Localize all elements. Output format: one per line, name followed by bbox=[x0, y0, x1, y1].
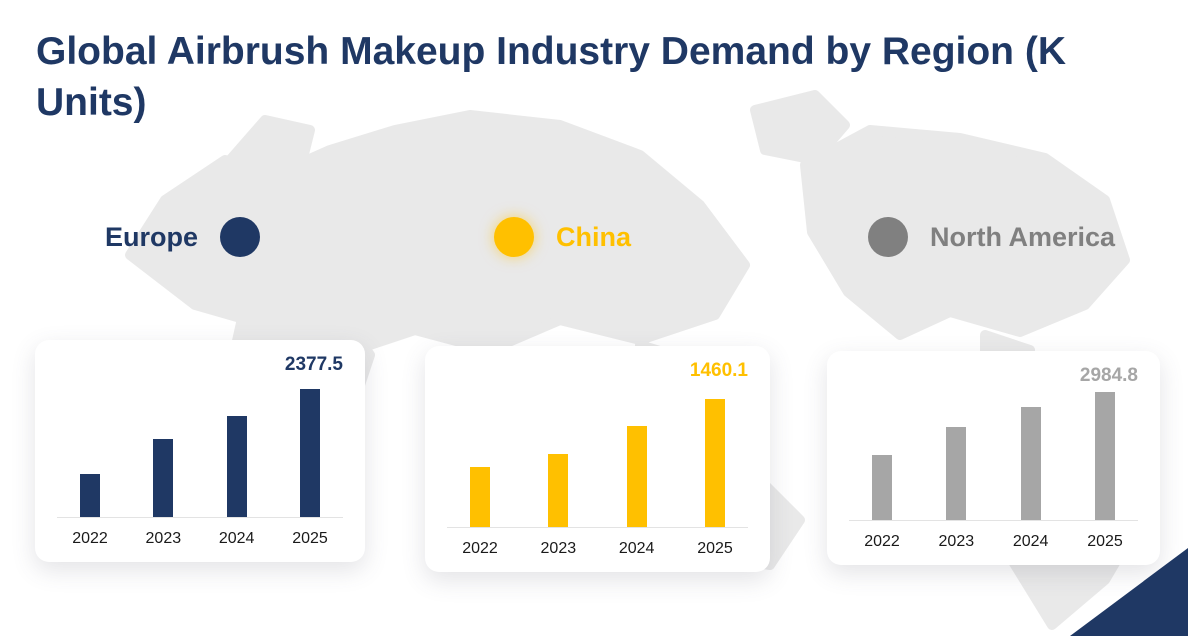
tick-label: 2025 bbox=[1087, 533, 1123, 550]
legend-label-china: China bbox=[556, 221, 632, 252]
chart-card-europe: 2377.5 2022 2023 2024 2025 bbox=[35, 340, 365, 562]
tick-label: 2024 bbox=[1012, 533, 1049, 550]
bar-north-america-2023 bbox=[946, 427, 967, 520]
bar-europe-2025 bbox=[299, 389, 320, 517]
plot-area-north-america bbox=[849, 379, 1138, 521]
x-axis-china: 2022 2023 2024 2025 bbox=[447, 540, 748, 558]
bar-europe-2023 bbox=[153, 439, 174, 517]
bar-china-2022 bbox=[470, 467, 490, 527]
bar-europe-2024 bbox=[226, 416, 247, 517]
bar-china-2023 bbox=[548, 454, 569, 527]
bar-china-2025 bbox=[704, 399, 725, 527]
data-label-north-america-2025: 2984.8 bbox=[1079, 365, 1138, 386]
bar-north-america-2022 bbox=[872, 455, 892, 520]
tick-label: 2024 bbox=[218, 530, 255, 547]
tick-label: 2023 bbox=[938, 533, 975, 550]
page-title: Global Airbrush Makeup Industry Demand b… bbox=[36, 30, 1066, 125]
tick-label: 2023 bbox=[145, 530, 182, 547]
legend-label-north-america: North America bbox=[930, 221, 1116, 252]
tick-label: 2022 bbox=[864, 533, 900, 550]
bar-north-america-2024 bbox=[1020, 407, 1041, 520]
bar-europe-2022 bbox=[80, 474, 100, 517]
bar-china-2024 bbox=[626, 426, 647, 527]
chart-card-north-america: 2984.8 2022 2023 2024 2025 bbox=[827, 351, 1160, 565]
data-label-europe-2025: 2377.5 bbox=[284, 354, 343, 375]
plot-area-china bbox=[447, 386, 748, 528]
data-label-china-2025: 1460.1 bbox=[689, 360, 748, 381]
tick-label: 2025 bbox=[292, 530, 328, 547]
legend-dot-europe bbox=[220, 217, 261, 257]
legend-dot-china bbox=[494, 217, 534, 257]
legend-item-china: China bbox=[494, 214, 631, 260]
chart-card-china: 1460.1 2022 2023 2024 2025 bbox=[425, 346, 770, 572]
tick-label: 2024 bbox=[618, 540, 655, 557]
legend-label-europe: Europe bbox=[105, 221, 199, 252]
x-axis-north-america: 2022 2023 2024 2025 bbox=[849, 533, 1138, 551]
legend-item-north-america: North America bbox=[868, 214, 1115, 260]
legend-item-europe: Europe bbox=[105, 214, 261, 260]
tick-label: 2022 bbox=[462, 540, 498, 557]
tick-label: 2023 bbox=[540, 540, 577, 557]
legend-dot-north-america bbox=[868, 217, 908, 257]
bar-north-america-2025 bbox=[1094, 392, 1115, 520]
x-axis-europe: 2022 2023 2024 2025 bbox=[57, 530, 343, 548]
plot-area-europe bbox=[57, 376, 343, 518]
legend: Europe China North America bbox=[0, 214, 1188, 260]
tick-label: 2025 bbox=[697, 540, 733, 557]
tick-label: 2022 bbox=[72, 530, 108, 547]
